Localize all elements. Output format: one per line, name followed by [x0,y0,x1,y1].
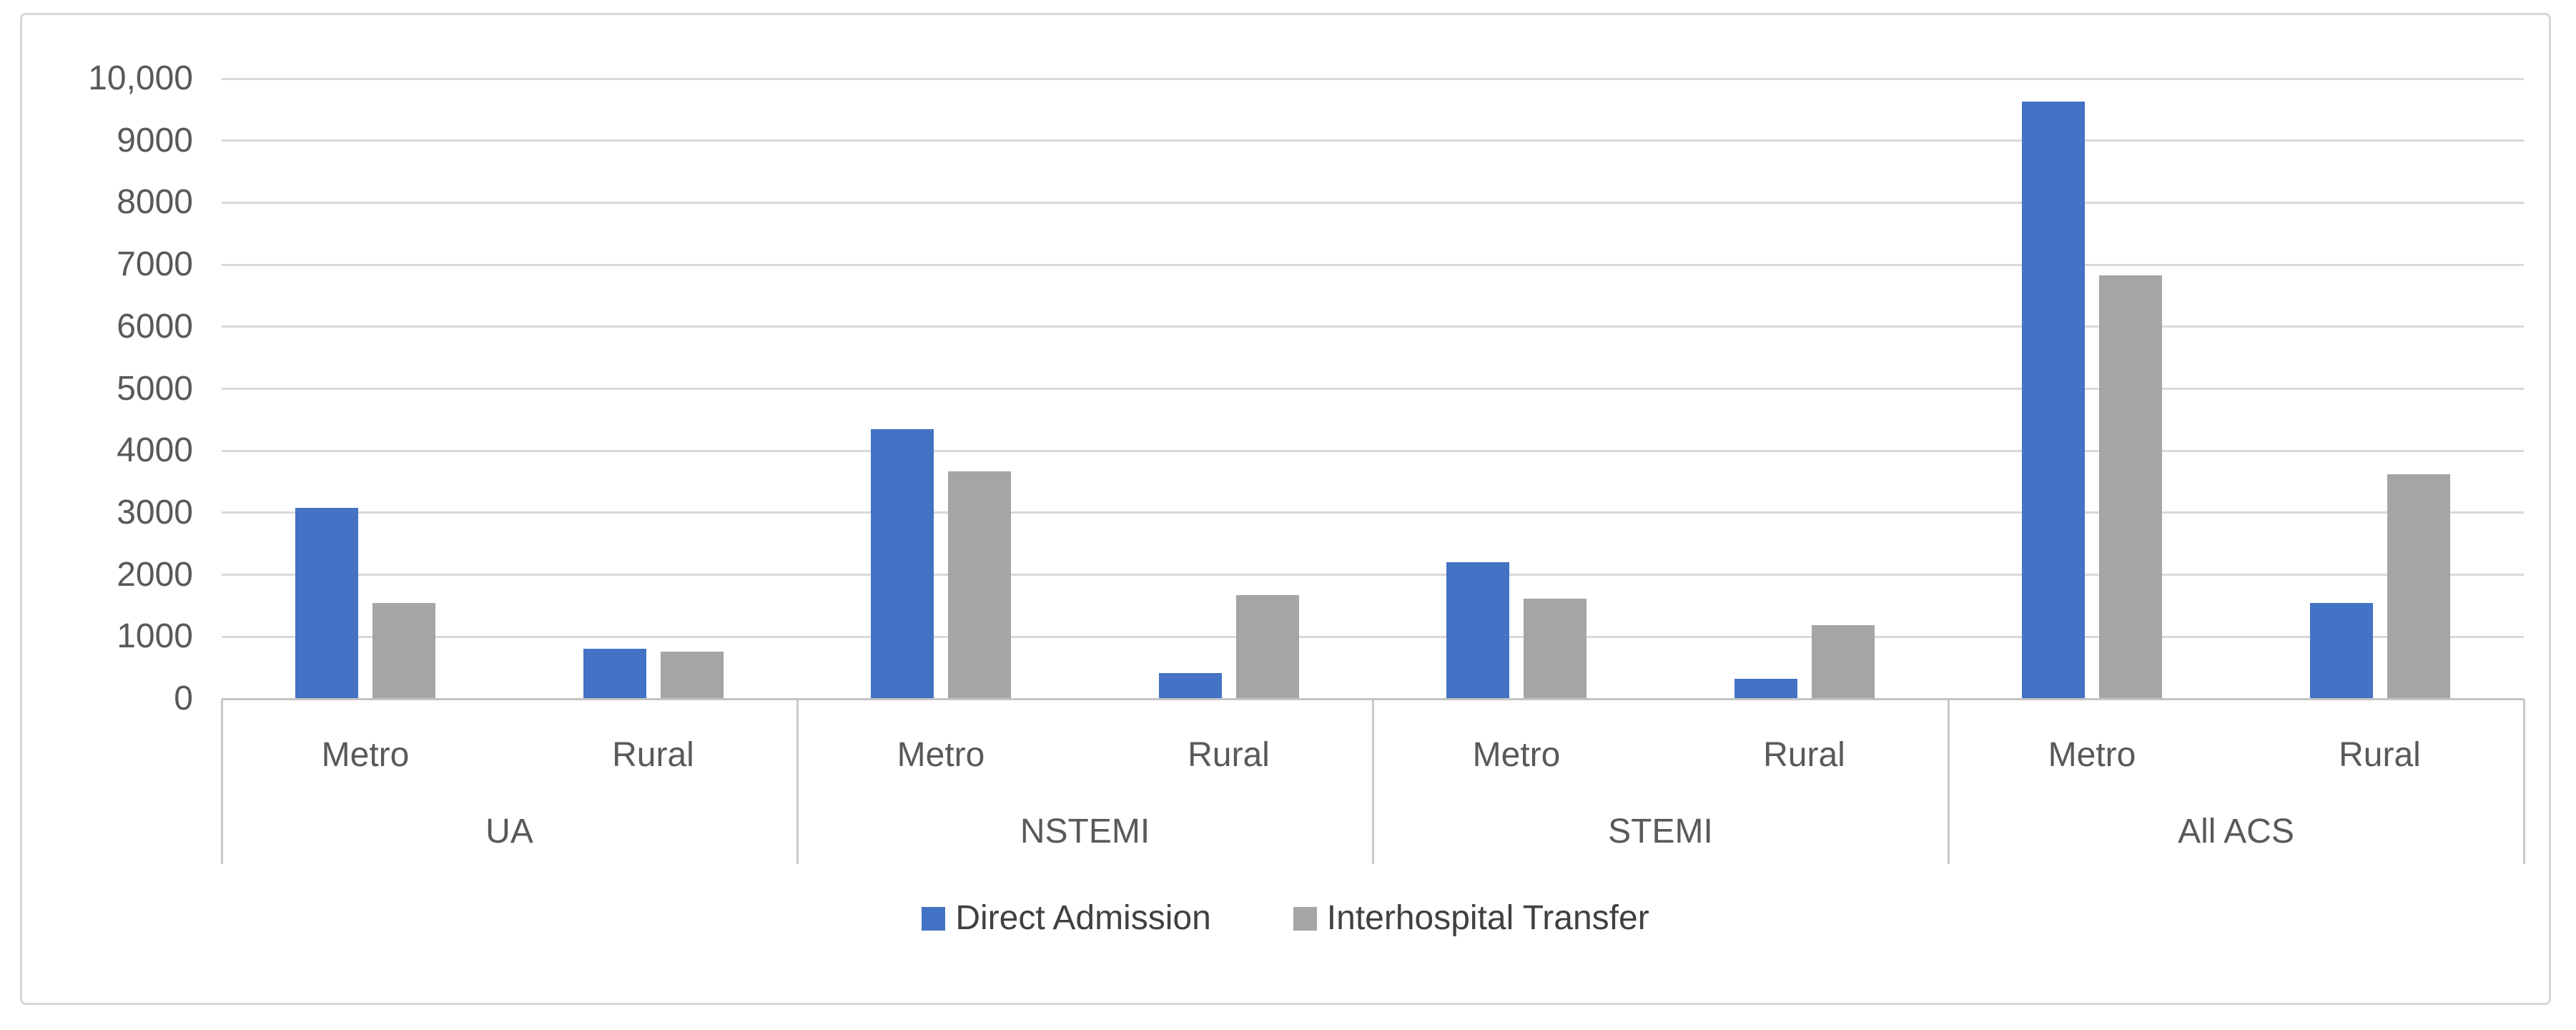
bar-direct-admission [871,428,934,699]
legend-label-direct-admission: Direct Admission [955,899,1211,937]
bar-interhospital-transfer [1811,624,1875,699]
bar-direct-admission [1446,562,1510,699]
bar-direct-admission [2309,602,2373,699]
y-axis-tick-label: 0 [174,680,193,717]
category-axis-label: Metro [1472,736,1561,774]
y-axis-tick-label: 2000 [117,555,193,594]
bar-interhospital-transfer [1524,598,1587,699]
legend-swatch-interhospital-transfer [1293,906,1317,931]
group-axis-label: NSTEMI [1020,813,1150,850]
group-axis-label: All ACS [2178,813,2294,850]
bar-interhospital-transfer [372,603,436,699]
category-axis-label: Rural [2339,736,2421,774]
group-axis-label: STEMI [1608,813,1713,850]
y-axis-tick-label: 5000 [117,369,193,408]
y-axis-tick-label: 3000 [117,493,193,531]
bar-direct-admission [295,507,359,699]
category-axis-label: Rural [612,736,694,774]
category-group-divider [220,699,223,864]
gridline [222,263,2524,266]
gridline [222,77,2524,80]
category-axis-label: Metro [897,736,985,774]
legend-swatch-direct-admission [922,906,946,931]
category-group-divider [796,699,799,864]
gridline [222,139,2524,142]
bar-interhospital-transfer [1235,595,1299,699]
category-group-divider [2522,699,2525,864]
gridline [222,201,2524,204]
y-axis-tick-label: 10,000 [88,59,193,97]
group-axis-label: UA [485,813,533,850]
gridline [222,574,2524,577]
bar-interhospital-transfer [2099,275,2163,699]
y-axis-tick-label: 8000 [117,183,193,222]
y-axis-tick-label: 9000 [117,121,193,160]
y-axis-tick-label: 1000 [117,617,193,656]
bar-interhospital-transfer [948,471,1012,699]
gridline [222,511,2524,514]
bar-direct-admission [1158,672,1222,699]
gridline [222,449,2524,452]
category-axis-label: Rural [1763,736,1845,774]
category-group-divider [1947,699,1950,864]
bar-direct-admission [1734,679,1797,699]
legend-label-interhospital-transfer: Interhospital Transfer [1326,899,1649,937]
legend-item-interhospital-transfer: Interhospital Transfer [1293,900,1649,937]
gridline [222,388,2524,390]
bar-direct-admission [583,648,646,699]
y-axis-tick-label: 6000 [117,307,193,345]
y-axis-tick-label: 4000 [117,431,193,470]
legend-item-direct-admission: Direct Admission [922,899,1211,937]
gridline [222,635,2524,638]
bar-interhospital-transfer [660,652,724,699]
bar-interhospital-transfer [2387,474,2450,699]
bar-direct-admission [2022,102,2086,699]
category-axis-label: Metro [321,736,410,774]
category-group-divider [1371,699,1374,864]
category-axis-label: Rural [1188,736,1270,774]
category-axis-label: Metro [2048,736,2136,774]
legend: Direct Admission Interhospital Transfer [20,896,2551,941]
gridline [222,325,2524,328]
y-axis-tick-label: 7000 [117,245,193,284]
